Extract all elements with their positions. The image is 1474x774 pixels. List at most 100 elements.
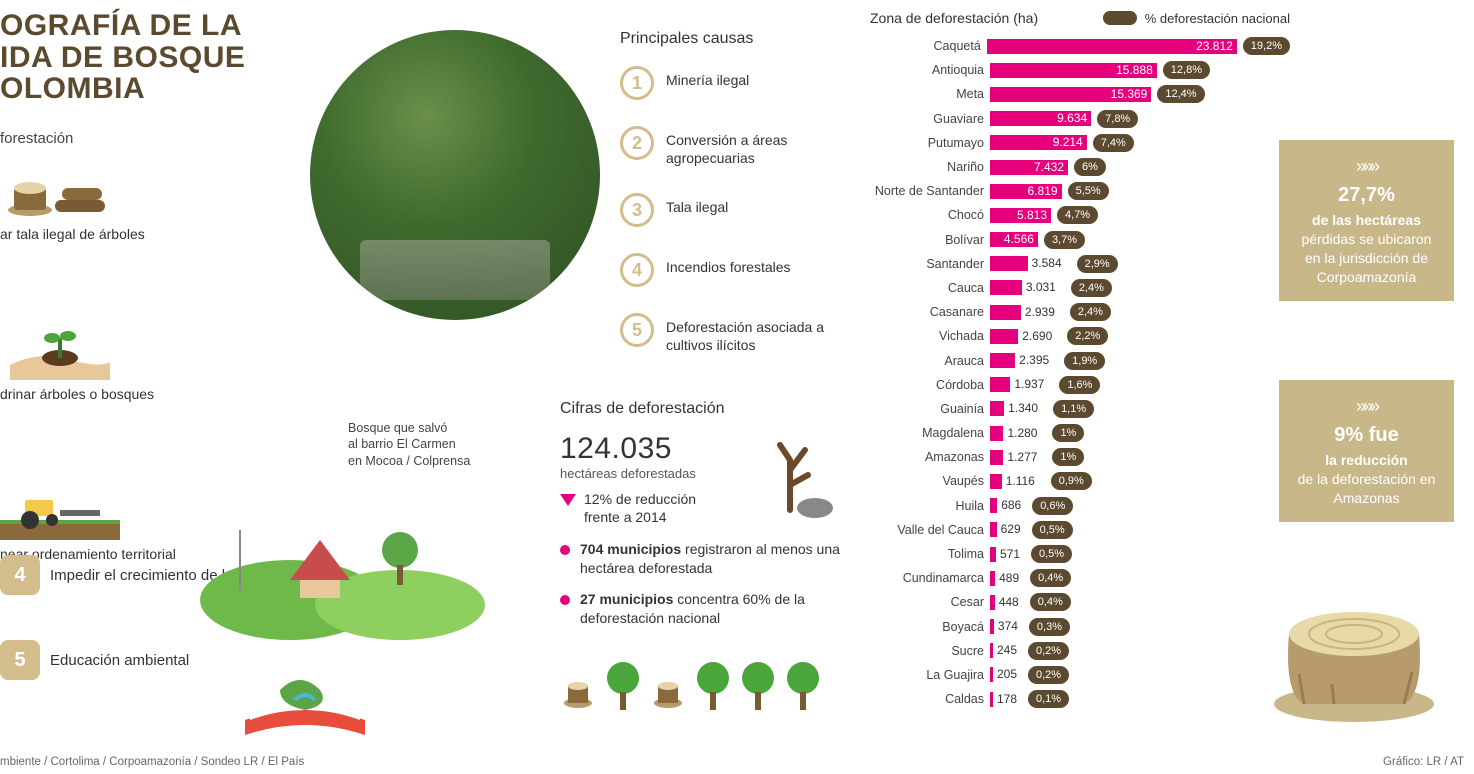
bar-fill: 15.369 <box>990 87 1151 102</box>
bar-track: 2.9392,4% <box>990 303 1290 321</box>
bar-row: Cundinamarca4890,4% <box>870 566 1290 590</box>
bar-pct-pill: 7,8% <box>1097 110 1138 128</box>
bullet-dot-icon <box>560 595 570 605</box>
bar-region-label: Norte de Santander <box>870 184 990 198</box>
bar-row: Norte de Santander6.8195,5% <box>870 179 1290 203</box>
cause-text: Conversión a áreas agropecuarias <box>666 126 840 167</box>
bar-fill: 1.340 <box>990 401 1004 416</box>
bar-value: 374 <box>994 619 1018 634</box>
chart-header: Zona de deforestación (ha) % deforestaci… <box>870 10 1290 26</box>
bar-row: Santander3.5842,9% <box>870 252 1290 276</box>
action-number-badge: 4 <box>0 555 40 595</box>
cause-item: 3Tala ilegal <box>620 193 840 227</box>
bar-row: Bolívar4.566 3,7% <box>870 228 1290 252</box>
bar-fill: 4.566 <box>990 232 1038 247</box>
bar-fill: 7.432 <box>990 160 1068 175</box>
bar-region-label: Putumayo <box>870 136 990 150</box>
bar-row: Antioquia15.88812,8% <box>870 58 1290 82</box>
bar-pct-pill: 0,2% <box>1028 642 1069 660</box>
main-title: OGRAFÍA DE LA IDA DE BOSQUE OLOMBIA <box>0 10 245 105</box>
bar-row: Guainía1.3401,1% <box>870 397 1290 421</box>
bar-track: 1.2771% <box>990 448 1290 466</box>
bar-fill: 1.116 <box>990 474 1002 489</box>
callout-rest: de la deforestación en Amazonas <box>1298 471 1436 506</box>
tractor-field-icon <box>0 480 120 540</box>
bar-region-label: Valle del Cauca <box>870 523 990 537</box>
bar-value: 9.214 <box>1053 135 1083 150</box>
bar-track: 6860,6% <box>990 497 1290 515</box>
credit-left: mbiente / Cortolima / Corpoamazonía / So… <box>0 756 304 768</box>
bar-value: 5.813 <box>1017 208 1047 223</box>
callout-amazonas: »»» 9% fue la reducción de la deforestac… <box>1279 380 1454 522</box>
bar-row: Magdalena1.2801% <box>870 421 1290 445</box>
bar-row: La Guajira2050,2% <box>870 663 1290 687</box>
bar-value: 3.031 <box>1022 280 1056 295</box>
bar-value: 6.819 <box>1028 184 1058 199</box>
bar-track: 5.813 4,7% <box>990 206 1290 224</box>
bar-pct-pill: 0,4% <box>1030 569 1071 587</box>
bar-fill: 1.280 <box>990 426 1003 441</box>
bar-pct-pill: 3,7% <box>1044 231 1085 249</box>
bar-region-label: Bolívar <box>870 233 990 247</box>
bar-value: 686 <box>997 498 1021 513</box>
bar-row: Cesar4480,4% <box>870 590 1290 614</box>
cause-number-icon: 4 <box>620 253 654 287</box>
action-item-5: 5 Educación ambiental <box>0 640 189 680</box>
bar-region-label: Nariño <box>870 160 990 174</box>
dead-tree-icon <box>760 430 840 520</box>
bar-track: 9.6347,8% <box>990 110 1290 128</box>
cause-text: Deforestación asociada a cultivos ilícit… <box>666 313 840 354</box>
bar-row: Putumayo9.2147,4% <box>870 131 1290 155</box>
bar-value: 245 <box>993 643 1017 658</box>
bar-row: Nariño7.4326% <box>870 155 1290 179</box>
bar-fill: 489 <box>990 571 995 586</box>
bar-region-label: Cauca <box>870 281 990 295</box>
bar-track: 23.81219,2% <box>987 37 1290 55</box>
bar-row: Caldas1780,1% <box>870 687 1290 711</box>
bar-region-label: Córdoba <box>870 378 990 392</box>
bar-row: Córdoba1.9371,6% <box>870 373 1290 397</box>
cause-item: 1 Minería ilegal <box>620 66 840 100</box>
bar-pct-pill: 0,1% <box>1028 690 1069 708</box>
bar-pct-pill: 2,4% <box>1070 303 1111 321</box>
bar-value: 15.888 <box>1116 63 1153 78</box>
bullet-text: 27 municipios concentra 60% de la defore… <box>580 590 860 628</box>
bar-value: 1.116 <box>1002 474 1035 489</box>
bar-track: 1.3401,1% <box>990 400 1290 418</box>
bar-fill: 178 <box>990 692 993 707</box>
bar-row: Arauca2.3951,9% <box>870 348 1290 372</box>
bar-row: Casanare2.9392,4% <box>870 300 1290 324</box>
bar-pct-pill: 2,2% <box>1067 327 1108 345</box>
cause-item: 2 Conversión a áreas agropecuarias <box>620 126 840 167</box>
bar-fill: 571 <box>990 547 996 562</box>
bar-fill: 2.395 <box>990 353 1015 368</box>
bar-track: 3740,3% <box>990 618 1290 636</box>
bar-pct-pill: 12,4% <box>1157 85 1204 103</box>
bar-pct-pill: 12,8% <box>1163 61 1210 79</box>
book-environment-icon <box>240 650 370 740</box>
bar-region-label: Sucre <box>870 644 990 658</box>
bar-value: 7.432 <box>1034 160 1064 175</box>
bar-region-label: Huila <box>870 499 990 513</box>
cause-number-icon: 1 <box>620 66 654 100</box>
title-line1: OGRAFÍA DE LA <box>0 9 242 42</box>
causes-title: Principales causas <box>620 30 840 48</box>
callout-line2: la reducción <box>1325 452 1407 468</box>
bar-fill: 6.819 <box>990 184 1062 199</box>
cause-text: Minería ilegal <box>666 66 749 90</box>
bar-fill: 2.690 <box>990 329 1018 344</box>
chart-legend: % deforestación nacional <box>1103 11 1290 26</box>
bar-track: 4.566 3,7% <box>990 231 1290 249</box>
bar-track: 9.2147,4% <box>990 134 1290 152</box>
bar-value: 571 <box>996 547 1020 562</box>
bar-fill: 448 <box>990 595 995 610</box>
cause-text: Tala ilegal <box>666 193 728 217</box>
cifras-bullet: 27 municipios concentra 60% de la defore… <box>560 590 860 628</box>
bar-track: 15.369 12,4% <box>990 85 1290 103</box>
callout-line2: de las hectáreas <box>1312 212 1421 228</box>
bar-pct-pill: 4,7% <box>1057 206 1098 224</box>
cifras-bullet: 704 municipios registraron al menos una … <box>560 540 860 578</box>
cause-number-icon: 2 <box>620 126 654 160</box>
bar-row: Vichada2.6902,2% <box>870 324 1290 348</box>
section-subtitle: forestación <box>0 130 73 147</box>
